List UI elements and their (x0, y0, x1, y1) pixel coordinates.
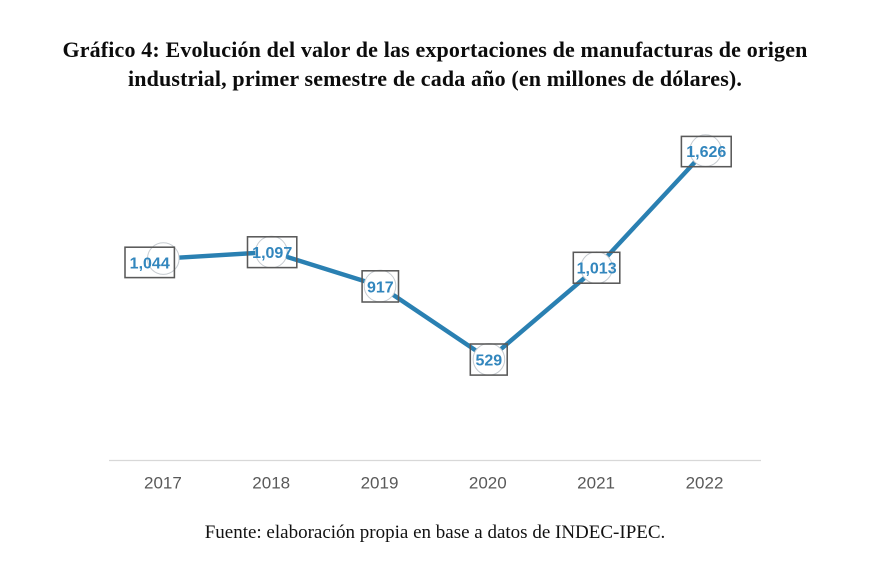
svg-text:2022: 2022 (686, 474, 724, 493)
svg-text:529: 529 (475, 353, 502, 370)
svg-text:2020: 2020 (469, 474, 507, 493)
svg-text:1,097: 1,097 (252, 245, 292, 262)
svg-text:1,044: 1,044 (130, 255, 170, 272)
svg-text:2019: 2019 (361, 474, 399, 493)
svg-text:2017: 2017 (144, 474, 182, 493)
svg-text:1,626: 1,626 (686, 144, 726, 161)
svg-text:917: 917 (367, 279, 394, 296)
svg-text:2018: 2018 (252, 474, 290, 493)
svg-text:1,013: 1,013 (577, 261, 617, 278)
svg-text:2021: 2021 (577, 474, 615, 493)
